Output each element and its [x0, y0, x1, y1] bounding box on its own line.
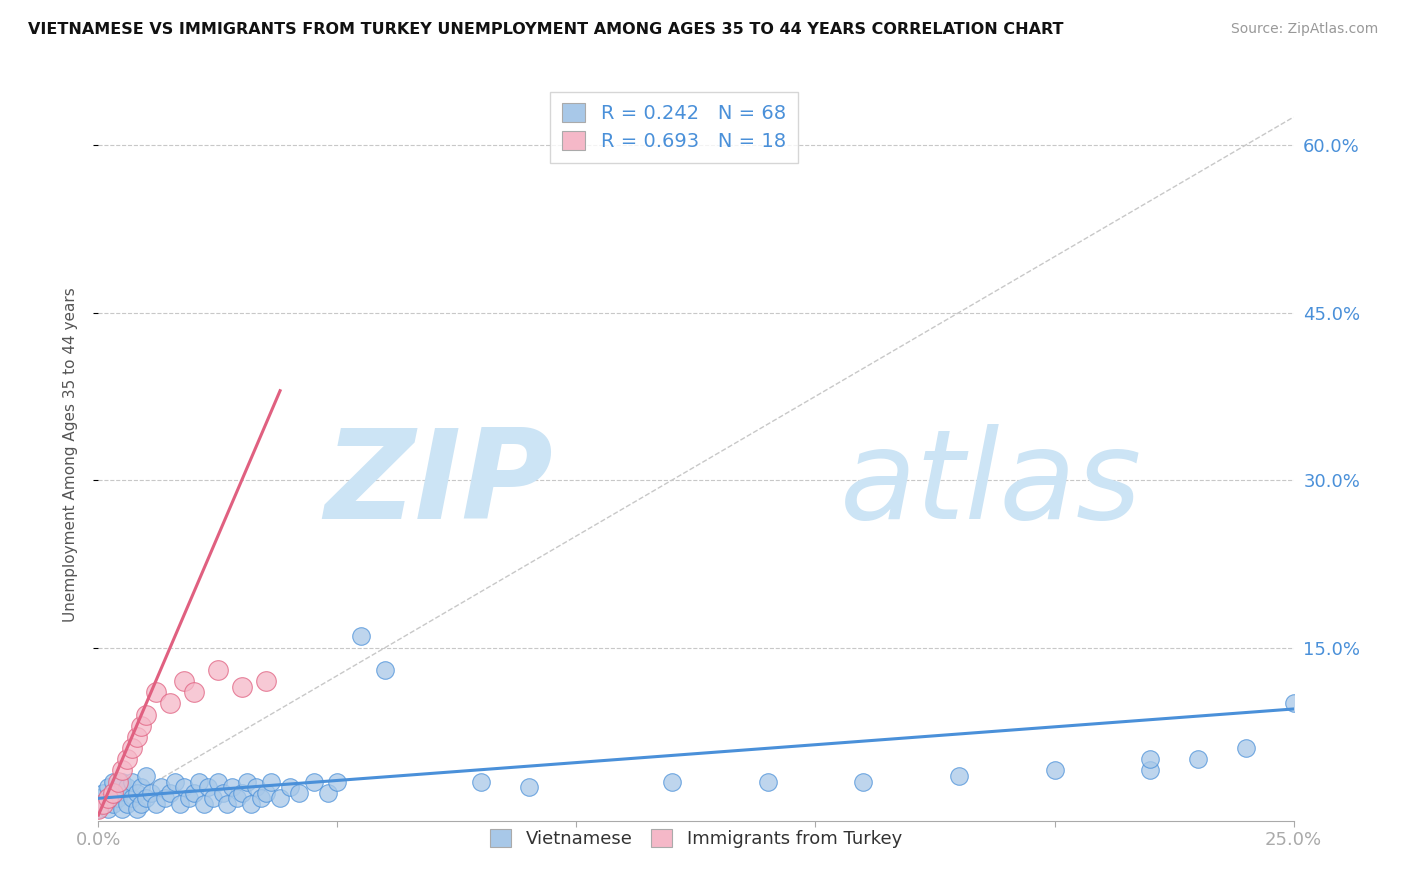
- Point: [97, 780, 120, 794]
- Point: [326, 774, 349, 789]
- Point: [302, 774, 325, 789]
- Point: [217, 797, 239, 811]
- Point: [91, 786, 114, 800]
- Point: [269, 791, 291, 805]
- Point: [1043, 764, 1066, 778]
- Point: [350, 629, 373, 643]
- Point: [107, 786, 129, 800]
- Point: [101, 797, 124, 811]
- Text: atlas: atlas: [839, 424, 1142, 545]
- Point: [254, 674, 277, 689]
- Point: [131, 797, 153, 811]
- Point: [183, 786, 205, 800]
- Point: [173, 780, 195, 794]
- Point: [155, 791, 177, 805]
- Point: [87, 802, 110, 816]
- Point: [183, 685, 205, 699]
- Point: [235, 774, 257, 789]
- Point: [159, 786, 181, 800]
- Point: [852, 774, 875, 789]
- Point: [250, 791, 273, 805]
- Point: [1139, 764, 1161, 778]
- Point: [111, 774, 134, 789]
- Point: [1187, 752, 1209, 766]
- Point: [121, 791, 143, 805]
- Y-axis label: Unemployment Among Ages 35 to 44 years: Unemployment Among Ages 35 to 44 years: [63, 287, 77, 623]
- Point: [145, 685, 167, 699]
- Point: [115, 797, 138, 811]
- Point: [101, 774, 124, 789]
- Point: [125, 802, 148, 816]
- Point: [187, 774, 209, 789]
- Point: [121, 741, 143, 756]
- Point: [221, 780, 243, 794]
- Point: [87, 802, 110, 816]
- Point: [125, 730, 148, 744]
- Point: [254, 786, 277, 800]
- Point: [139, 786, 162, 800]
- Point: [149, 780, 172, 794]
- Point: [948, 769, 970, 783]
- Point: [278, 780, 301, 794]
- Point: [1282, 697, 1305, 711]
- Point: [245, 780, 267, 794]
- Point: [231, 680, 253, 694]
- Text: VIETNAMESE VS IMMIGRANTS FROM TURKEY UNEMPLOYMENT AMONG AGES 35 TO 44 YEARS CORR: VIETNAMESE VS IMMIGRANTS FROM TURKEY UNE…: [28, 22, 1063, 37]
- Point: [97, 791, 120, 805]
- Point: [173, 674, 195, 689]
- Point: [115, 780, 138, 794]
- Point: [202, 791, 225, 805]
- Point: [1234, 741, 1257, 756]
- Point: [159, 697, 181, 711]
- Text: ZIP: ZIP: [323, 424, 553, 545]
- Point: [125, 786, 148, 800]
- Point: [145, 797, 167, 811]
- Point: [91, 797, 114, 811]
- Point: [131, 719, 153, 733]
- Point: [107, 774, 129, 789]
- Point: [193, 797, 215, 811]
- Point: [169, 797, 191, 811]
- Text: Source: ZipAtlas.com: Source: ZipAtlas.com: [1230, 22, 1378, 37]
- Point: [517, 780, 540, 794]
- Point: [240, 797, 263, 811]
- Point: [470, 774, 492, 789]
- Point: [207, 774, 229, 789]
- Legend: Vietnamese, Immigrants from Turkey: Vietnamese, Immigrants from Turkey: [482, 822, 910, 855]
- Point: [374, 663, 396, 677]
- Point: [97, 802, 120, 816]
- Point: [197, 780, 219, 794]
- Point: [1139, 752, 1161, 766]
- Point: [135, 791, 157, 805]
- Point: [211, 786, 233, 800]
- Point: [163, 774, 186, 789]
- Point: [135, 707, 157, 722]
- Point: [91, 797, 114, 811]
- Point: [207, 663, 229, 677]
- Point: [135, 769, 157, 783]
- Point: [756, 774, 779, 789]
- Point: [107, 791, 129, 805]
- Point: [115, 752, 138, 766]
- Point: [101, 786, 124, 800]
- Point: [121, 774, 143, 789]
- Point: [111, 802, 134, 816]
- Point: [316, 786, 339, 800]
- Point: [288, 786, 311, 800]
- Point: [226, 791, 249, 805]
- Point: [87, 791, 110, 805]
- Point: [111, 764, 134, 778]
- Point: [131, 780, 153, 794]
- Point: [661, 774, 683, 789]
- Point: [179, 791, 201, 805]
- Point: [259, 774, 281, 789]
- Point: [231, 786, 253, 800]
